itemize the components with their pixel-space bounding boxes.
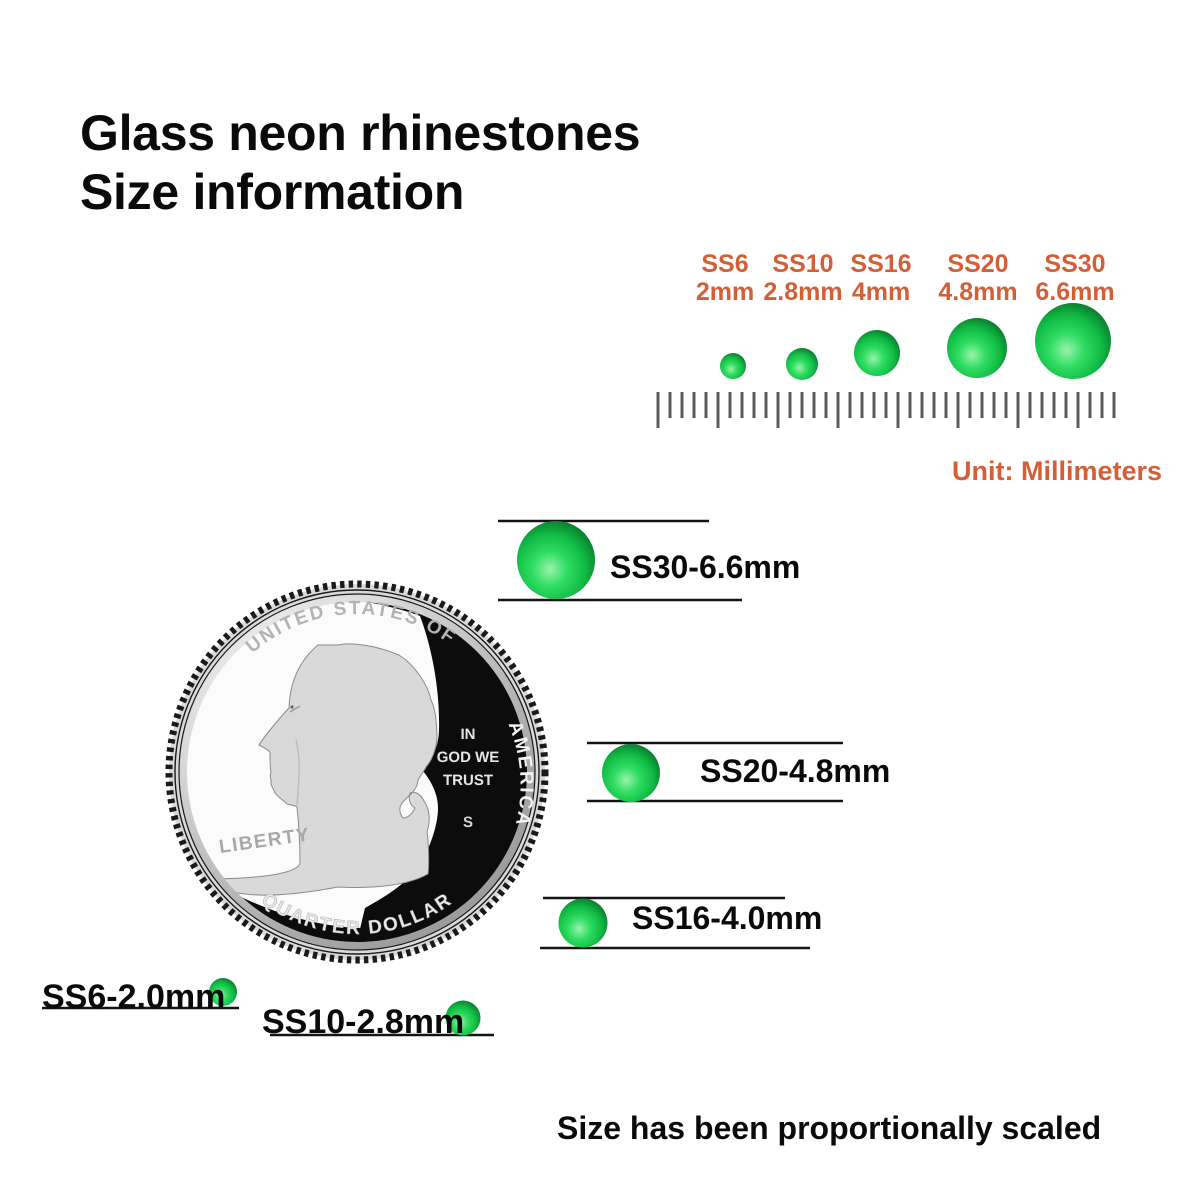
svg-text:TRUST: TRUST <box>443 772 493 789</box>
svg-text:S: S <box>463 814 473 831</box>
svg-text:IN: IN <box>461 726 476 743</box>
svg-text:GOD WE: GOD WE <box>437 749 500 766</box>
